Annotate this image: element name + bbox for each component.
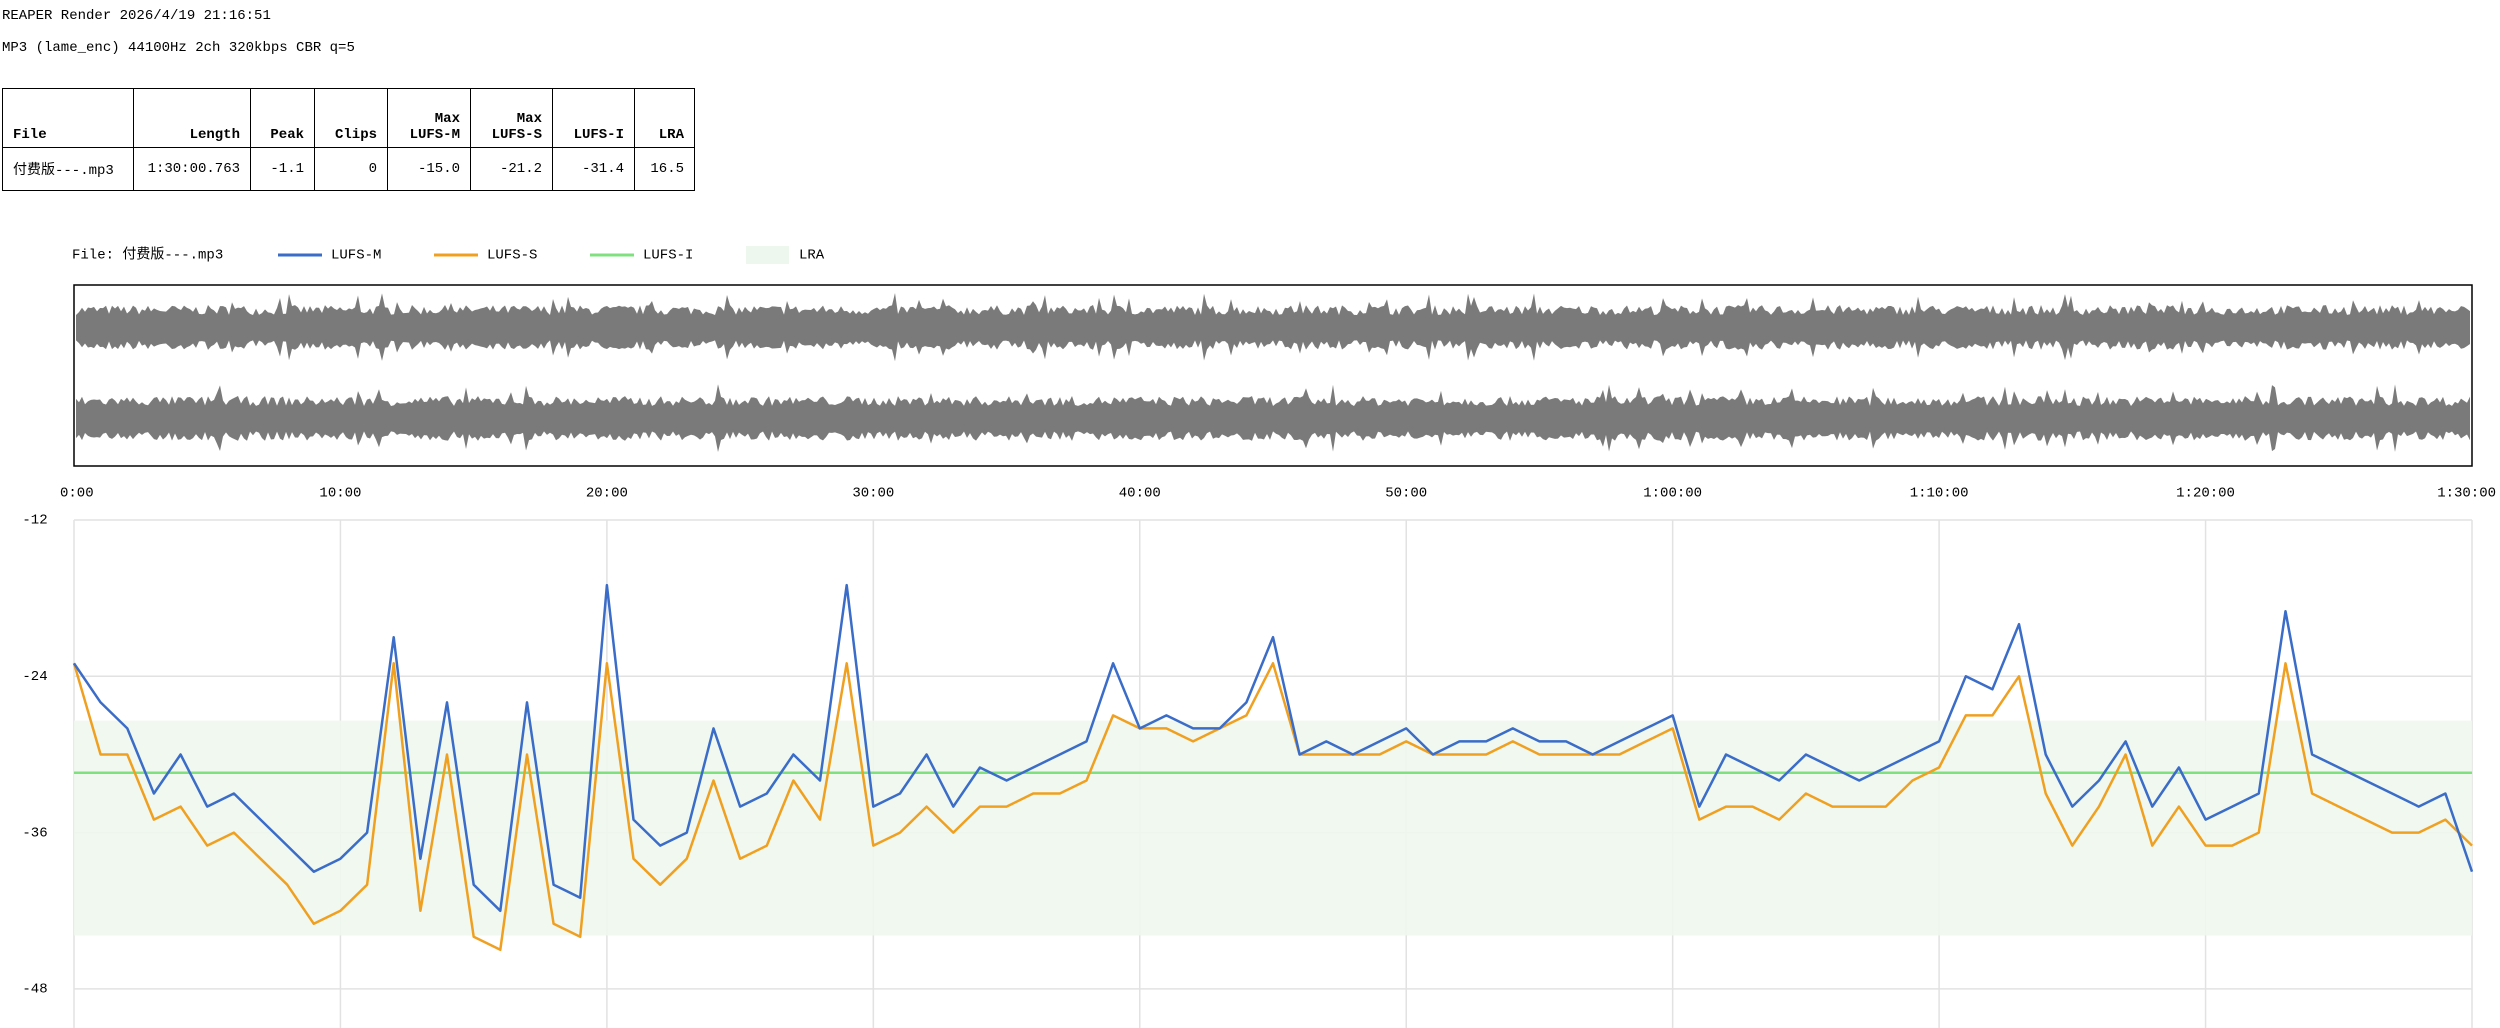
cell: -31.4 [552,147,635,191]
x-tick-label: 1:00:00 [1643,486,1702,502]
x-tick-label: 50:00 [1385,486,1427,502]
y-tick-label: -36 [22,825,47,841]
header-cell: Max LUFS-M [387,88,471,148]
x-tick-label: 40:00 [1119,486,1161,502]
cell: -15.0 [387,147,471,191]
cell: 1:30:00.763 [133,147,251,191]
cell: -1.1 [250,147,315,191]
y-tick-label: -12 [22,513,47,529]
series-line [72,583,2474,913]
legend-label: LRA [799,248,825,264]
x-tick-label: 1:20:00 [2176,486,2235,502]
stats-table: File Length Peak Clips Max LUFS-M Max LUFS-S L… [2,88,695,191]
x-tick-label: 30:00 [852,486,894,502]
x-tick-label: 20:00 [586,486,628,502]
waveform [76,384,2470,452]
render-title: REAPER Render 2026/4/19 21:16:51 [2,8,271,24]
cell: 16.5 [634,147,695,191]
lra-band [74,720,2472,936]
cell: -21.2 [470,147,553,191]
series-line [72,662,2473,952]
header-cell: Length [133,88,251,148]
legend-label: LUFS-I [643,248,693,264]
render-format: MP3 (lame_enc) 44100Hz 2ch 320kbps CBR q… [2,40,355,56]
header-cell: LRA [634,88,695,148]
y-tick-label: -24 [22,669,47,685]
legend-label: LUFS-M [331,248,381,264]
x-tick-label: 10:00 [319,486,361,502]
waveform [76,293,2470,362]
y-tick-label: -48 [22,982,47,998]
x-tick-label: 0:00 [60,486,94,502]
file-label: File: 付费版---.mp3 [72,247,223,264]
x-tick-label: 1:10:00 [1910,486,1969,502]
header-cell: Clips [314,88,388,148]
cell: 0 [314,147,388,191]
header-cell: LUFS-I [552,88,635,148]
x-tick-label: 1:30:00 [2437,486,2496,502]
header-cell: Peak [250,88,315,148]
legend-label: LUFS-S [487,248,537,264]
header-cell: File [2,88,134,148]
legend-swatch [746,246,789,264]
